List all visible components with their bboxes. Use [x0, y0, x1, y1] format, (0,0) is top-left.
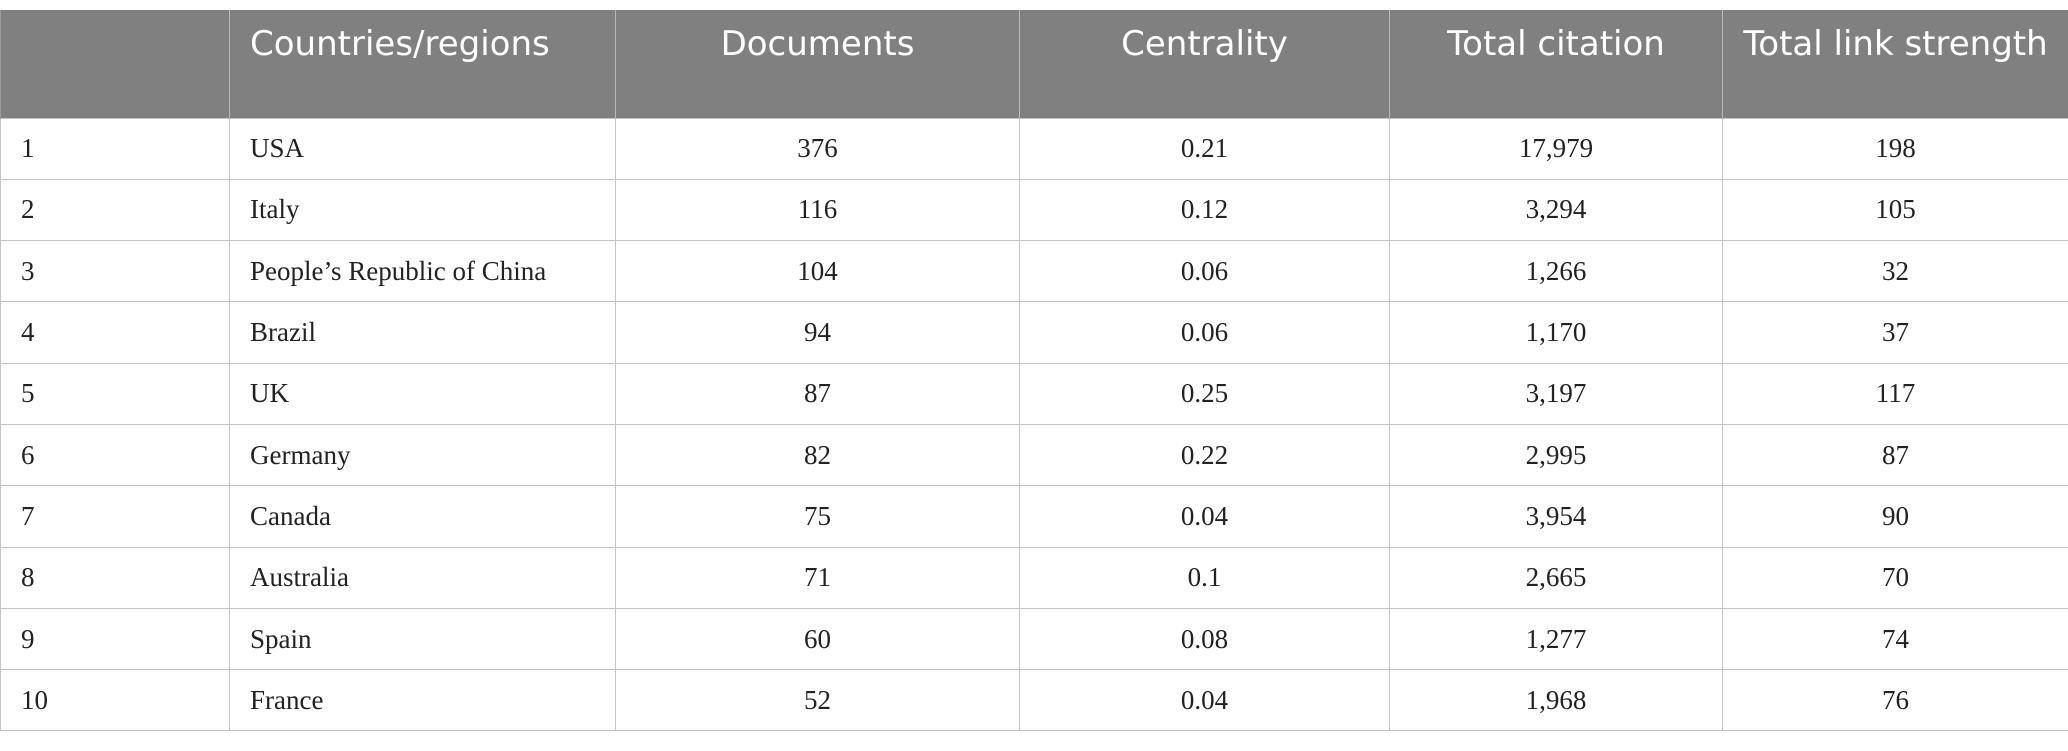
- cell-total-citation: 3,954: [1389, 485, 1723, 548]
- cell-country: Italy: [229, 178, 616, 242]
- cell-total-citation: 2,995: [1389, 423, 1723, 487]
- cell-documents: 104: [615, 240, 1020, 303]
- cell-country: France: [229, 669, 616, 732]
- cell-centrality: 0.12: [1019, 178, 1390, 242]
- cell-country: USA: [229, 117, 616, 180]
- cell-documents: 71: [615, 546, 1020, 609]
- cell-rank: 1: [0, 117, 230, 180]
- header-total-link-strength: Total link strength: [1722, 10, 2068, 118]
- country-table: Countries/regions Documents Centrality T…: [0, 10, 2068, 732]
- cell-total-citation: 1,266: [1389, 240, 1723, 303]
- cell-centrality: 0.08: [1019, 607, 1390, 671]
- header-total-citation: Total citation: [1389, 10, 1723, 118]
- cell-country: Australia: [229, 546, 616, 609]
- cell-total-citation: 3,294: [1389, 178, 1723, 242]
- cell-total-link-strength: 76: [1722, 669, 2068, 732]
- table-row: 10 France 52 0.04 1,968 76: [0, 669, 2068, 732]
- cell-total-citation: 1,170: [1389, 301, 1723, 364]
- cell-centrality: 0.21: [1019, 117, 1390, 180]
- cell-total-citation: 17,979: [1389, 117, 1723, 180]
- cell-total-citation: 1,968: [1389, 669, 1723, 732]
- cell-documents: 60: [615, 607, 1020, 671]
- table-row: 8 Australia 71 0.1 2,665 70: [0, 546, 2068, 609]
- cell-total-link-strength: 37: [1722, 301, 2068, 364]
- cell-country: UK: [229, 362, 616, 425]
- cell-documents: 94: [615, 301, 1020, 364]
- table-row: 2 Italy 116 0.12 3,294 105: [0, 178, 2068, 242]
- cell-rank: 2: [0, 178, 230, 242]
- cell-documents: 82: [615, 423, 1020, 487]
- cell-total-link-strength: 90: [1722, 485, 2068, 548]
- cell-total-link-strength: 87: [1722, 423, 2068, 487]
- cell-rank: 6: [0, 423, 230, 487]
- cell-centrality: 0.06: [1019, 240, 1390, 303]
- table-header: Countries/regions Documents Centrality T…: [0, 10, 2068, 118]
- cell-rank: 4: [0, 301, 230, 364]
- cell-documents: 75: [615, 485, 1020, 548]
- table-row: 3 People’s Republic of China 104 0.06 1,266 3…: [0, 240, 2068, 303]
- table-row: 7 Canada 75 0.04 3,954 90: [0, 485, 2068, 548]
- cell-total-link-strength: 198: [1722, 117, 2068, 180]
- cell-country: People’s Republic of China: [229, 240, 616, 303]
- cell-total-link-strength: 74: [1722, 607, 2068, 671]
- country-table-container: Countries/regions Documents Centrality T…: [0, 10, 2068, 732]
- cell-centrality: 0.04: [1019, 485, 1390, 548]
- table-row: 1 USA 376 0.21 17,979 198: [0, 117, 2068, 180]
- cell-country: Brazil: [229, 301, 616, 364]
- cell-total-citation: 1,277: [1389, 607, 1723, 671]
- table-row: 6 Germany 82 0.22 2,995 87: [0, 423, 2068, 487]
- table-row: 9 Spain 60 0.08 1,277 74: [0, 607, 2068, 671]
- cell-rank: 3: [0, 240, 230, 303]
- cell-documents: 376: [615, 117, 1020, 180]
- cell-rank: 10: [0, 669, 230, 732]
- cell-country: Spain: [229, 607, 616, 671]
- cell-rank: 7: [0, 485, 230, 548]
- cell-country: Canada: [229, 485, 616, 548]
- table-row: 5 UK 87 0.25 3,197 117: [0, 362, 2068, 425]
- header-documents: Documents: [615, 10, 1020, 118]
- table-body: 1 USA 376 0.21 17,979 198 2 Italy 116 0.12 3,294 10…: [0, 117, 2068, 732]
- cell-total-link-strength: 105: [1722, 178, 2068, 242]
- cell-total-link-strength: 70: [1722, 546, 2068, 609]
- cell-country: Germany: [229, 423, 616, 487]
- cell-total-citation: 3,197: [1389, 362, 1723, 425]
- cell-centrality: 0.06: [1019, 301, 1390, 364]
- cell-centrality: 0.04: [1019, 669, 1390, 732]
- cell-total-link-strength: 32: [1722, 240, 2068, 303]
- cell-documents: 52: [615, 669, 1020, 732]
- cell-rank: 9: [0, 607, 230, 671]
- cell-documents: 116: [615, 178, 1020, 242]
- cell-centrality: 0.22: [1019, 423, 1390, 487]
- cell-total-link-strength: 117: [1722, 362, 2068, 425]
- header-row: Countries/regions Documents Centrality T…: [0, 10, 2068, 118]
- cell-rank: 5: [0, 362, 230, 425]
- table-row: 4 Brazil 94 0.06 1,170 37: [0, 301, 2068, 364]
- cell-total-citation: 2,665: [1389, 546, 1723, 609]
- cell-rank: 8: [0, 546, 230, 609]
- header-countries-regions: Countries/regions: [229, 10, 616, 118]
- header-rank: [0, 10, 230, 118]
- cell-documents: 87: [615, 362, 1020, 425]
- cell-centrality: 0.1: [1019, 546, 1390, 609]
- header-centrality: Centrality: [1019, 10, 1390, 118]
- cell-centrality: 0.25: [1019, 362, 1390, 425]
